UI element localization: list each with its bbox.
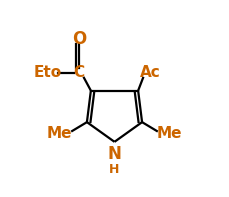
Text: Me: Me [46,126,72,141]
Text: Eto: Eto [33,65,62,80]
Text: N: N [108,145,121,163]
Text: Ac: Ac [140,65,160,80]
Text: O: O [72,30,86,48]
Text: C: C [74,65,85,80]
Text: H: H [109,163,120,176]
Text: Me: Me [157,126,183,141]
